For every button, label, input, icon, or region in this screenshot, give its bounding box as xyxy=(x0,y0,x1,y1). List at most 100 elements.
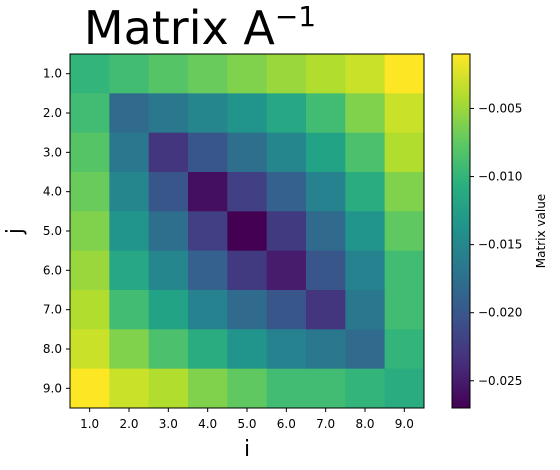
heatmap-cell xyxy=(384,211,425,252)
colorbar-tick-label: −0.020 xyxy=(478,306,522,320)
heatmap-cell xyxy=(70,93,110,134)
y-tick-label: 9.0 xyxy=(43,381,62,395)
y-tick-label: 6.0 xyxy=(43,263,62,277)
heatmap-cell xyxy=(148,54,189,94)
heatmap-cell xyxy=(188,329,228,370)
x-tick-label: 9.0 xyxy=(395,417,414,431)
y-axis-label: j xyxy=(3,228,28,235)
x-tick-label: 8.0 xyxy=(355,417,374,431)
colorbar-label: Matrix value xyxy=(534,194,548,268)
heatmap-cell xyxy=(188,132,228,173)
heatmap-cell xyxy=(345,368,386,409)
chart-title-main: Matrix A xyxy=(84,1,275,55)
heatmap-cell xyxy=(227,211,268,252)
heatmap-cell xyxy=(148,250,189,291)
heatmap-cell xyxy=(70,132,110,173)
heatmap-cell xyxy=(345,329,386,370)
heatmap-cell xyxy=(345,132,386,173)
x-axis-label: i xyxy=(244,437,250,462)
heatmap-cell xyxy=(70,250,110,291)
heatmap-cell xyxy=(188,211,228,252)
x-tick-label: 2.0 xyxy=(119,417,138,431)
colorbar-ticks: −0.025 −0.020 −0.015 −0.010 −0.005 xyxy=(470,101,522,388)
heatmap-cell xyxy=(384,368,425,409)
heatmap-cell xyxy=(188,250,228,291)
x-tick-label: 4.0 xyxy=(198,417,217,431)
heatmap-cell xyxy=(266,211,307,252)
heatmap-cell xyxy=(109,250,150,291)
heatmap-cell xyxy=(306,93,346,134)
chart-title: Matrix A−1 xyxy=(84,0,316,55)
heatmap-cell xyxy=(227,172,268,212)
y-tick-label: 1.0 xyxy=(43,67,62,81)
colorbar-tick-label: −0.010 xyxy=(478,170,522,184)
x-tick-label: 1.0 xyxy=(80,417,99,431)
heatmap-cell xyxy=(148,329,189,370)
colorbar-tick-label: −0.025 xyxy=(478,374,522,388)
heatmap-cell xyxy=(384,93,425,134)
chart-title-superscript: −1 xyxy=(275,0,316,33)
heatmap-cell xyxy=(70,368,110,409)
y-tick-label: 2.0 xyxy=(43,106,62,120)
heatmap-cell xyxy=(266,250,307,291)
heatmap-cell xyxy=(227,250,268,291)
heatmap-cell xyxy=(266,290,307,330)
heatmap-cell xyxy=(227,368,268,409)
heatmap-cell xyxy=(188,93,228,134)
heatmap-cell xyxy=(70,211,110,252)
heatmap-cell xyxy=(148,132,189,173)
heatmap-cell xyxy=(266,54,307,94)
heatmap-cell xyxy=(306,211,346,252)
y-tick-label: 7.0 xyxy=(43,303,62,317)
heatmap-cell xyxy=(148,93,189,134)
heatmap-cell xyxy=(306,329,346,370)
x-tick-label: 6.0 xyxy=(277,417,296,431)
heatmap-cell xyxy=(345,211,386,252)
heatmap-cell xyxy=(306,132,346,173)
colorbar xyxy=(451,53,471,409)
heatmap-cell xyxy=(148,368,189,409)
heatmap-cell xyxy=(227,93,268,134)
x-tick-label: 7.0 xyxy=(316,417,335,431)
heatmap-cell xyxy=(70,329,110,370)
heatmap-cell xyxy=(345,93,386,134)
heatmap-cell xyxy=(109,54,150,94)
colorbar-tick-label: −0.015 xyxy=(478,238,522,252)
heatmap-cell xyxy=(148,172,189,212)
heatmap-cell xyxy=(384,290,425,330)
colorbar-tick-label: −0.005 xyxy=(478,101,522,115)
heatmap-cell xyxy=(188,172,228,212)
heatmap-cell xyxy=(109,368,150,409)
heatmap-cell xyxy=(266,93,307,134)
heatmap-cell xyxy=(109,211,150,252)
heatmap-cell xyxy=(266,368,307,409)
y-axis-ticks: 1.0 2.0 3.0 4.0 5.0 6.0 7.0 8.0 9.0 xyxy=(43,67,70,395)
heatmap-cell xyxy=(109,290,150,330)
heatmap-cell xyxy=(266,329,307,370)
heatmap-cell xyxy=(109,93,150,134)
heatmap-cell xyxy=(384,250,425,291)
heatmap-cell xyxy=(70,54,110,94)
heatmap-cell xyxy=(306,368,346,409)
heatmap-cell xyxy=(148,290,189,330)
heatmap-cells xyxy=(70,54,425,409)
y-tick-label: 3.0 xyxy=(43,145,62,159)
heatmap-cell xyxy=(148,211,189,252)
heatmap-cell xyxy=(345,250,386,291)
heatmap-cell xyxy=(109,172,150,212)
x-tick-label: 5.0 xyxy=(237,417,256,431)
heatmap-cell xyxy=(306,290,346,330)
heatmap-cell xyxy=(345,54,386,94)
heatmap-cell xyxy=(70,172,110,212)
heatmap-cell xyxy=(345,290,386,330)
heatmap-cell xyxy=(188,54,228,94)
heatmap-cell xyxy=(345,172,386,212)
heatmap-cell xyxy=(384,172,425,212)
heatmap-cell xyxy=(188,368,228,409)
y-tick-label: 5.0 xyxy=(43,224,62,238)
heatmap-cell xyxy=(306,250,346,291)
y-tick-label: 8.0 xyxy=(43,342,62,356)
heatmap-cell xyxy=(384,329,425,370)
heatmap-cell xyxy=(306,54,346,94)
